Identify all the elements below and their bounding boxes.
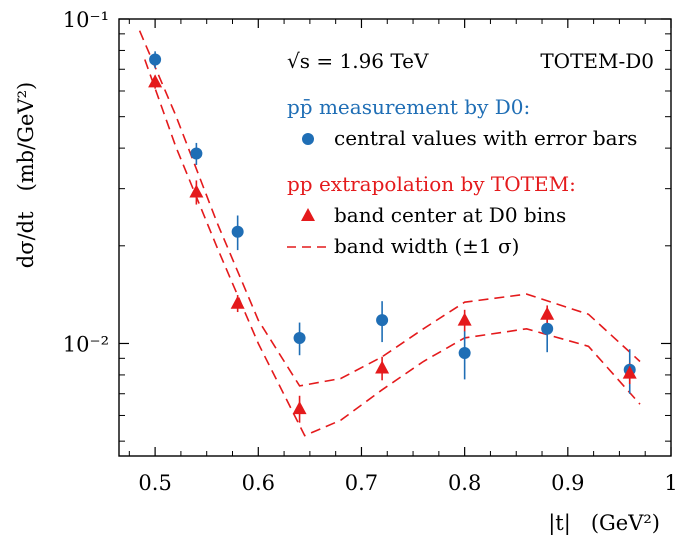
legend-d0-header: pp̄ measurement by D0:	[287, 95, 530, 119]
totem-point	[230, 295, 245, 309]
totem-point	[292, 401, 307, 415]
totem-point	[540, 306, 555, 320]
d0-point	[376, 314, 389, 327]
x-tick-label: 0.9	[551, 471, 584, 495]
legend: pp̄ measurement by D0: central values wi…	[287, 95, 637, 258]
tick-marks	[119, 18, 672, 456]
legend-d0-marker	[302, 133, 314, 145]
x-tick-label: 0.5	[138, 471, 171, 495]
legend-totem-band-entry: band width (±1 σ)	[334, 234, 519, 258]
legend-d0-entry: central values with error bars	[334, 126, 637, 150]
d0-point	[458, 346, 471, 359]
tick-labels: 0.5 0.6 0.7 0.8 0.9 1 10⁻² 10⁻¹	[63, 8, 678, 495]
data-markers	[148, 53, 637, 415]
axes	[118, 18, 672, 457]
band-lines	[138, 30, 641, 437]
d0-point	[541, 322, 554, 335]
totem-point	[375, 360, 390, 374]
x-tick-label: 0.7	[345, 471, 378, 495]
d0-point	[293, 331, 306, 344]
legend-totem-center-entry: band center at D0 bins	[334, 203, 566, 227]
legend-totem-header: pp extrapolation by TOTEM:	[287, 172, 576, 196]
totem-point	[457, 312, 472, 326]
y-axis-title: dσ/dt (mb/GeV²)	[14, 82, 38, 268]
band-line-3	[144, 59, 641, 437]
energy-annotation: √s = 1.96 TeV	[287, 49, 429, 73]
d0-point	[190, 147, 203, 160]
experiment-annotation: TOTEM-D0	[540, 49, 654, 73]
band-line-2	[138, 30, 641, 387]
x-tick-label: 1	[664, 471, 677, 495]
d0-point	[231, 225, 244, 238]
totem-point	[189, 184, 204, 198]
x-axis-title: |t| (GeV²)	[548, 511, 660, 536]
x-tick-label: 0.6	[242, 471, 275, 495]
legend-totem-marker	[301, 208, 315, 221]
y-tick-label: 10⁻¹	[63, 8, 109, 32]
d0-point	[149, 53, 162, 66]
y-tick-label: 10⁻²	[63, 332, 109, 356]
totem-point	[622, 365, 637, 379]
plot-frame	[118, 18, 672, 457]
totem-point	[148, 74, 163, 88]
x-tick-label: 0.8	[448, 471, 481, 495]
